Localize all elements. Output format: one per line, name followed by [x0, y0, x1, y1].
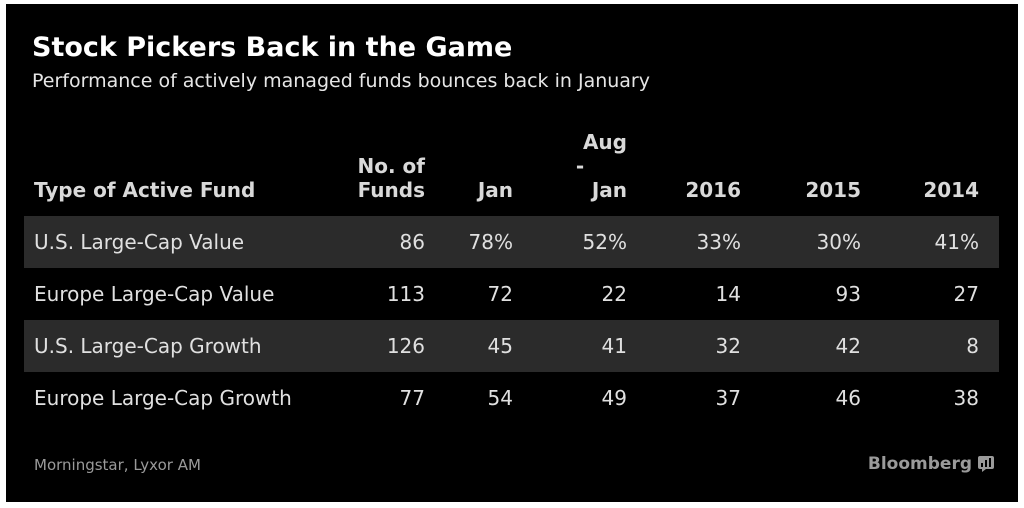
chart-subtitle: Performance of actively managed funds bo…: [32, 70, 650, 92]
value-cell: 126: [340, 320, 445, 372]
column-header-line: Jan: [477, 178, 513, 202]
bloomberg-brand: Bloomberg: [868, 454, 994, 474]
column-header-line: -: [575, 154, 585, 178]
table-row: Europe Large-Cap Growth 77 54 49 37 46 38: [24, 372, 999, 424]
value-cell: 14: [715, 282, 741, 306]
value-cell: 30%: [761, 216, 881, 268]
value-cell: 32: [647, 320, 761, 372]
column-header-line: Aug: [582, 130, 627, 154]
column-header-line: Funds: [357, 178, 425, 202]
value-cell: 42: [761, 320, 881, 372]
column-header: 2016: [647, 116, 761, 216]
value-cell: 45: [445, 320, 533, 372]
column-header-line: Jan: [591, 178, 627, 202]
column-header-line: 2016: [685, 178, 741, 202]
chart-title: Stock Pickers Back in the Game: [32, 32, 513, 63]
value-cell: 86: [340, 216, 445, 268]
value-cell: 41: [533, 320, 647, 372]
table-row: U.S. Large-Cap Value 86 78% 52% 33% 30% 41%: [24, 216, 999, 268]
fund-type-cell: Europe Large-Cap Value: [34, 282, 275, 306]
value-cell: 46: [835, 386, 861, 410]
value-cell: 93: [835, 282, 861, 306]
value-cell: 33%: [647, 216, 761, 268]
value-cell: 49: [601, 386, 627, 410]
value-cell: 22: [601, 282, 627, 306]
column-header-line: No. of: [357, 154, 425, 178]
value-cell: 8: [881, 320, 999, 372]
column-header: 2014: [881, 116, 999, 216]
column-header: No. of Funds: [340, 116, 445, 216]
brand-label: Bloomberg: [867, 454, 972, 474]
value-cell: 72: [487, 282, 513, 306]
table-body: U.S. Large-Cap Value 86 78% 52% 33% 30% 41% Eur…: [24, 216, 999, 424]
column-header: Aug - Jan: [533, 116, 647, 216]
value-cell: 52%: [533, 216, 647, 268]
fund-type-cell: U.S. Large-Cap Growth: [24, 320, 340, 372]
value-cell: 113: [386, 282, 425, 306]
table-header-row: Type of Active Fund No. of Funds Jan Aug - Jan…: [24, 116, 999, 216]
column-header: Type of Active Fund: [24, 116, 340, 216]
bloomberg-logo-icon: [978, 456, 994, 472]
column-header-line: 2015: [805, 178, 861, 202]
table-row: U.S. Large-Cap Growth 126 45 41 32 42 8: [24, 320, 999, 372]
value-cell: 38: [953, 386, 979, 410]
value-cell: 78%: [445, 216, 533, 268]
source-note: Morningstar, Lyxor AM: [34, 456, 201, 474]
data-table: Type of Active Fund No. of Funds Jan Aug - Jan…: [24, 116, 999, 424]
column-header-line: 2014: [923, 178, 979, 202]
fund-type-cell: Europe Large-Cap Growth: [34, 386, 292, 410]
column-header: 2015: [761, 116, 881, 216]
value-cell: 37: [715, 386, 741, 410]
value-cell: 77: [399, 386, 425, 410]
value-cell: 27: [953, 282, 979, 306]
table-row: Europe Large-Cap Value 113 72 22 14 93 27: [24, 268, 999, 320]
value-cell: 41%: [881, 216, 999, 268]
chart-card: Stock Pickers Back in the Game Performan…: [6, 4, 1018, 502]
column-header-line: Type of Active Fund: [34, 178, 256, 202]
fund-type-cell: U.S. Large-Cap Value: [24, 216, 340, 268]
value-cell: 54: [487, 386, 513, 410]
column-header: Jan: [445, 116, 533, 216]
